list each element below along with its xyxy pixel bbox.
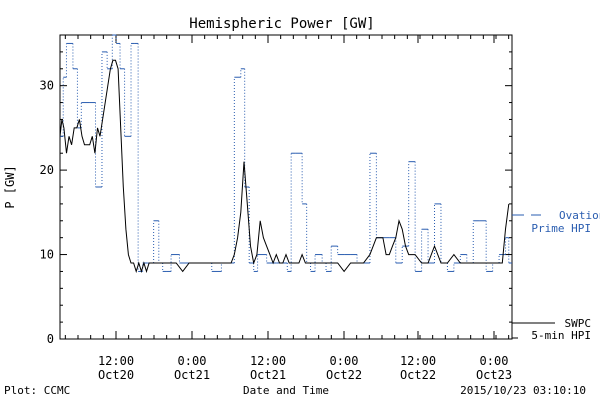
y-tick-label-1: 10 <box>40 248 54 262</box>
legend-label-ovation-2: Prime HPI <box>531 222 591 235</box>
y-axis-label: P [GW] <box>3 165 17 208</box>
series-swpc <box>59 59 510 274</box>
y-tick-label-3: 30 <box>40 79 54 93</box>
x-tick-label-date-2: Oct21 <box>250 368 286 382</box>
y-tick-label-2: 20 <box>40 163 54 177</box>
x-tick-label-time-3: 0:00 <box>330 354 359 368</box>
chart-title: Hemispheric Power [GW] <box>189 16 374 32</box>
y-tick-label-0: 0 <box>47 332 54 346</box>
y-axis: 0 10 20 30 <box>40 34 512 346</box>
footer-right: 2015/10/23 03:10:10 <box>460 384 586 397</box>
x-tick-label-date-3: Oct22 <box>326 368 362 382</box>
x-tick-label-time-5: 0:00 <box>480 354 509 368</box>
legend-label-swpc-2: 5-min HPI <box>531 329 591 342</box>
x-tick-label-date-0: Oct20 <box>98 368 134 382</box>
series-layer <box>59 34 512 274</box>
legend: Ovation Prime HPI SWPC 5-min HPI <box>512 209 600 342</box>
x-tick-label-time-0: 12:00 <box>98 354 134 368</box>
x-tick-label-time-4: 12:00 <box>400 354 436 368</box>
x-tick-label-time-1: 0:00 <box>178 354 207 368</box>
x-tick-label-date-1: Oct21 <box>174 368 210 382</box>
x-axis: 12:00Oct200:00Oct2112:00Oct210:00Oct2212… <box>64 35 512 382</box>
legend-label-swpc-1: SWPC <box>565 317 592 330</box>
x-axis-label: Date and Time <box>243 384 329 397</box>
x-tick-label-time-2: 12:00 <box>250 354 286 368</box>
x-tick-label-date-5: Oct23 <box>476 368 512 382</box>
legend-label-ovation-1: Ovation <box>559 209 600 222</box>
x-tick-label-date-4: Oct22 <box>400 368 436 382</box>
plot-frame <box>59 34 513 340</box>
series-ovation <box>60 34 512 272</box>
footer-left: Plot: CCMC <box>4 384 70 397</box>
